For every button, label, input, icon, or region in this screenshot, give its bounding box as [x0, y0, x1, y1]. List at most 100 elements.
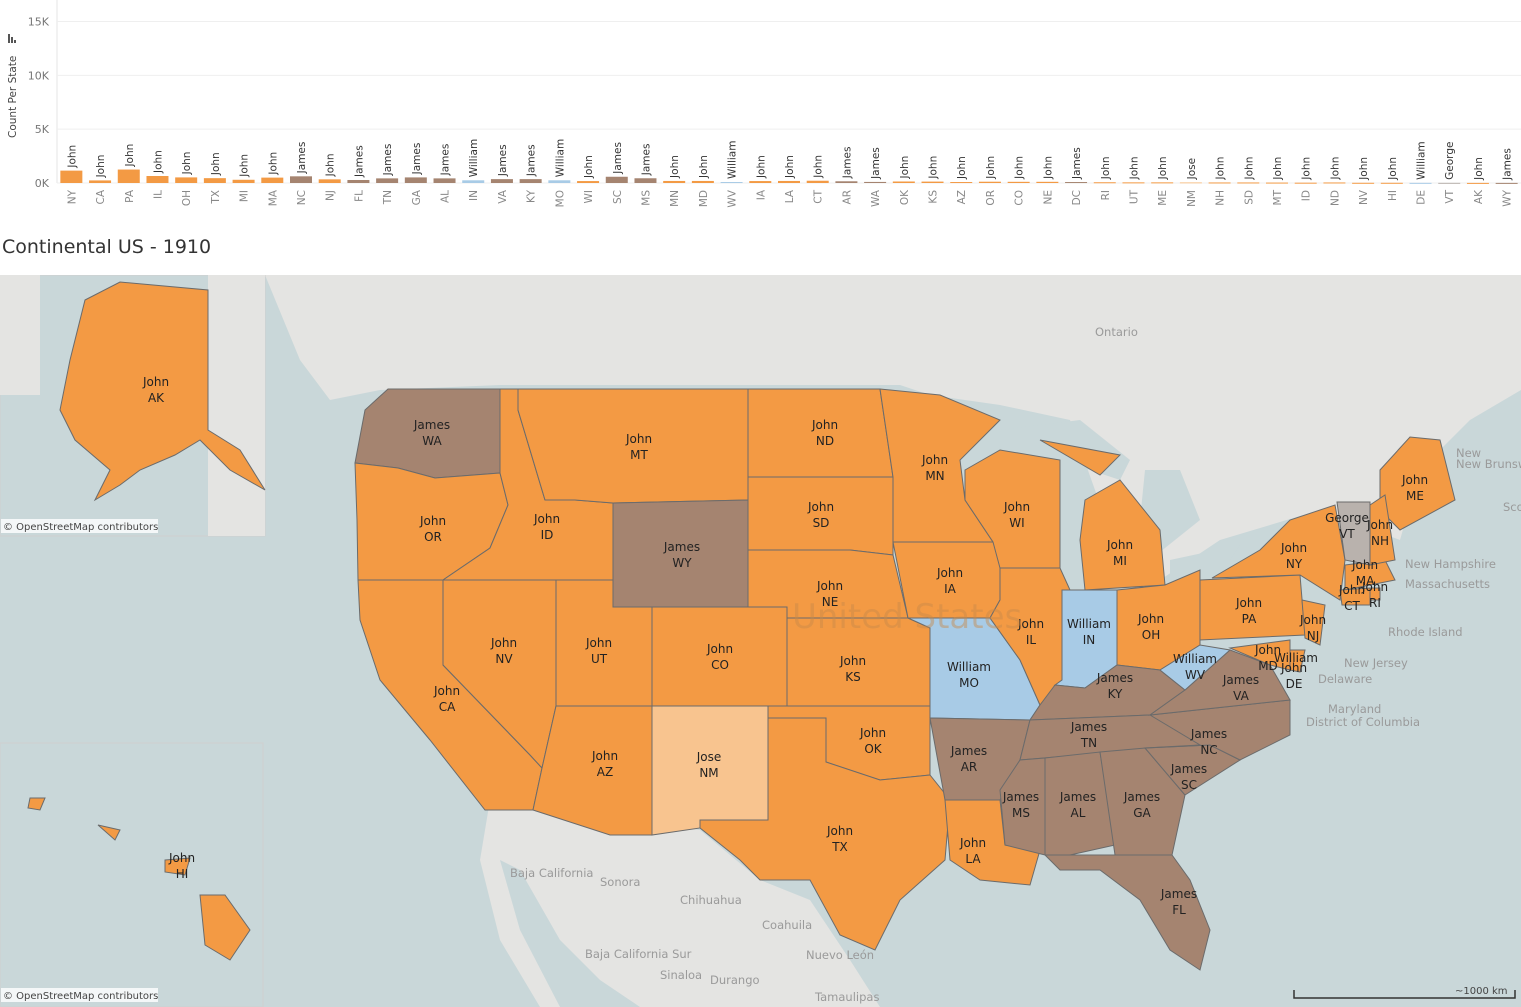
bar[interactable]	[749, 181, 772, 183]
bar[interactable]	[203, 178, 226, 183]
bar[interactable]	[1179, 182, 1202, 184]
category-label: UT	[1128, 189, 1140, 204]
bar[interactable]	[1151, 182, 1174, 184]
bar[interactable]	[433, 178, 456, 183]
state-code-label: AR	[961, 760, 978, 774]
state-nj[interactable]	[1301, 599, 1326, 646]
bar[interactable]	[806, 180, 829, 183]
bar[interactable]	[720, 182, 743, 184]
bar[interactable]	[60, 170, 83, 183]
bar[interactable]	[376, 178, 399, 183]
bar-name-label: William	[554, 139, 566, 177]
bar[interactable]	[175, 177, 198, 183]
state-wv[interactable]	[1159, 644, 1232, 691]
bar[interactable]	[1065, 182, 1088, 184]
bar[interactable]	[462, 180, 485, 183]
bars[interactable]: John NY John CA John PA John IL John OH John TX John…	[60, 139, 1518, 208]
state-name-label: John	[859, 726, 886, 740]
states-layer[interactable]	[27, 281, 1456, 971]
state-name-label: James	[1070, 720, 1107, 734]
state-al[interactable]	[1044, 751, 1116, 856]
state-hi[interactable]	[27, 797, 251, 961]
bar[interactable]	[1093, 182, 1116, 184]
state-code-label: RI	[1369, 596, 1381, 610]
bar[interactable]	[1380, 182, 1403, 184]
state-ny[interactable]	[1211, 504, 1346, 601]
bar[interactable]	[835, 181, 858, 183]
category-label: AZ	[956, 190, 968, 204]
bar[interactable]	[978, 181, 1001, 183]
state-name-label: John	[585, 636, 612, 650]
bar[interactable]	[691, 180, 714, 183]
sort-icon[interactable]	[8, 34, 16, 43]
category-label: AR	[841, 190, 853, 204]
state-vt[interactable]	[1336, 501, 1371, 566]
bar[interactable]	[117, 169, 140, 183]
state-co[interactable]	[651, 606, 788, 707]
bar[interactable]	[347, 179, 370, 183]
state-code-label: TN	[1080, 736, 1097, 750]
state-code-label: NH	[1371, 534, 1389, 548]
state-mt[interactable]	[517, 388, 749, 504]
bar[interactable]	[146, 176, 169, 183]
bar[interactable]	[519, 179, 542, 183]
category-label: IA	[755, 189, 767, 200]
bar[interactable]	[318, 179, 341, 183]
place-label: Tamaulipas	[814, 990, 879, 1004]
bar[interactable]	[404, 177, 427, 183]
bar-name-label: John	[1157, 157, 1169, 181]
state-la[interactable]	[944, 799, 1041, 886]
state-nd[interactable]	[747, 388, 894, 478]
bar[interactable]	[663, 180, 686, 183]
bar[interactable]	[634, 178, 657, 183]
state-name-label: John	[1361, 580, 1388, 594]
bar[interactable]	[1036, 181, 1059, 183]
place-label: Sco	[1503, 500, 1521, 514]
state-md[interactable]	[1228, 639, 1291, 671]
us-map[interactable]: James WA John OR John CA John ID John NV John MT Jam…	[0, 275, 1521, 1007]
state-ga[interactable]	[1099, 747, 1186, 856]
bar[interactable]	[89, 180, 112, 183]
bar[interactable]	[950, 182, 973, 184]
bar[interactable]	[1409, 182, 1432, 184]
state-name-label: James	[1160, 887, 1197, 901]
state-name-label: John	[1106, 538, 1133, 552]
category-label: AL	[440, 190, 452, 203]
bar[interactable]	[605, 176, 628, 183]
bar[interactable]	[778, 180, 800, 183]
bar[interactable]	[892, 181, 915, 183]
state-ak[interactable]	[59, 281, 266, 502]
bar[interactable]	[1294, 182, 1317, 184]
state-name-label: John	[419, 514, 446, 528]
bar[interactable]	[1122, 182, 1145, 184]
state-fl[interactable]	[1043, 854, 1211, 971]
bar[interactable]	[1438, 182, 1461, 184]
bar[interactable]	[1266, 182, 1288, 184]
category-label: MI	[239, 190, 251, 202]
bar[interactable]	[261, 177, 284, 183]
state-ct[interactable]	[1339, 587, 1371, 606]
state-code-label: ME	[1406, 489, 1424, 503]
bar[interactable]	[1495, 182, 1518, 184]
bar[interactable]	[1466, 182, 1489, 184]
category-label: MD	[698, 190, 710, 207]
bar[interactable]	[1323, 182, 1346, 184]
bar[interactable]	[1237, 182, 1260, 184]
state-ri[interactable]	[1369, 587, 1381, 601]
state-nc[interactable]	[1144, 699, 1291, 761]
bar[interactable]	[1352, 182, 1375, 184]
bar[interactable]	[921, 181, 944, 183]
state-code-label: HI	[176, 867, 189, 881]
bar[interactable]	[548, 180, 571, 183]
bar[interactable]	[490, 179, 513, 183]
place-label: Sinaloa	[660, 968, 702, 982]
bar[interactable]	[290, 176, 312, 183]
bar[interactable]	[864, 181, 887, 183]
bar[interactable]	[1007, 181, 1030, 183]
country-label: United States	[792, 597, 1022, 637]
bar[interactable]	[1208, 182, 1231, 184]
bar-name-label: John	[1215, 157, 1227, 181]
state-tx[interactable]	[699, 717, 951, 951]
bar[interactable]	[577, 181, 600, 183]
bar[interactable]	[232, 179, 255, 183]
